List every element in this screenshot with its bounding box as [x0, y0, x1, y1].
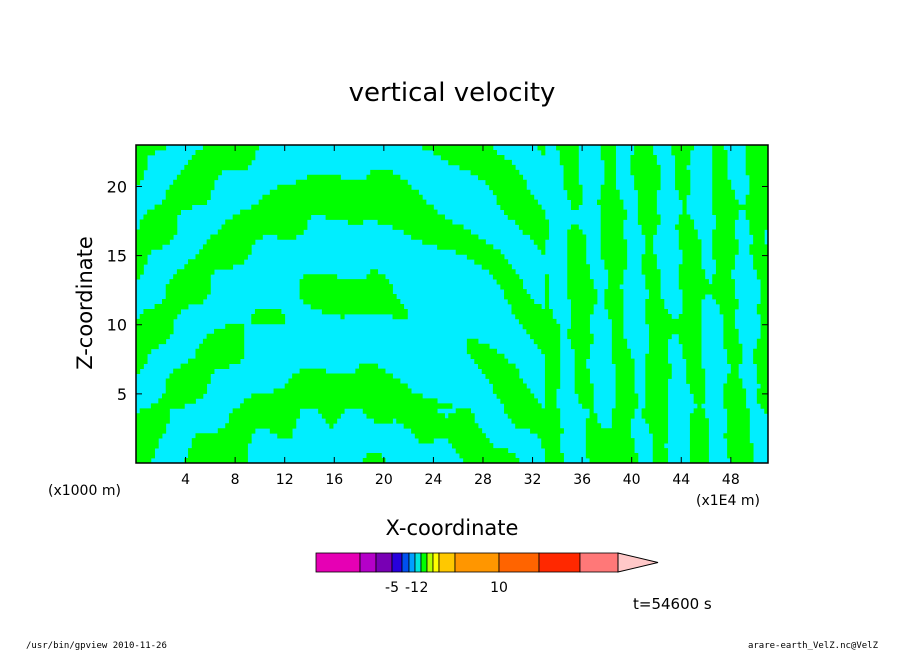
colorbar-cell — [401, 552, 410, 573]
colorbar-tick-label: 2 — [420, 580, 429, 596]
colorbar-cell — [438, 552, 456, 573]
x-tick-label: 28 — [474, 472, 492, 488]
colorbar-cell — [359, 552, 377, 573]
colorbar-cell — [432, 552, 440, 573]
y-tick-label: 20 — [107, 177, 127, 196]
x-tick-label: 16 — [325, 472, 343, 488]
x-unit-right: (x1E4 m) — [696, 493, 760, 509]
colorbar-cell — [408, 552, 416, 573]
colorbar-arrow — [617, 552, 659, 573]
x-axis-label: X-coordinate — [386, 516, 519, 540]
x-unit-left: (x1000 m) — [48, 483, 121, 499]
colorbar-cell — [420, 552, 428, 573]
y-tick-label: 5 — [117, 385, 127, 404]
colorbar — [315, 552, 659, 573]
colorbar-tick-label: -1 — [405, 580, 419, 596]
chart-title: vertical velocity — [349, 78, 556, 108]
x-tick-label: 32 — [524, 472, 542, 488]
x-tick-label: 24 — [424, 472, 442, 488]
colorbar-cell — [414, 552, 422, 573]
footer-file-variable: arare-earth_VelZ.nc@VelZ — [747, 641, 878, 651]
positive-region — [136, 145, 768, 463]
colorbar-cell — [391, 552, 403, 573]
positive-contours — [136, 145, 768, 463]
colorbar-tick-label: 10 — [490, 580, 508, 596]
footer-program-date: /usr/bin/gpview 2010-11-26 — [26, 641, 167, 651]
colorbar-cell — [426, 552, 434, 573]
x-tick-label: 20 — [375, 472, 393, 488]
x-axis: 4 8 12 16 20 24 28 32 36 40 44 48 — [181, 145, 740, 488]
colorbar-cell — [375, 552, 393, 573]
colorbar-cell — [538, 552, 581, 573]
x-tick-label: 48 — [722, 472, 740, 488]
time-label: t=54600 s — [633, 595, 712, 613]
colorbar-cell — [498, 552, 540, 573]
x-tick-label: 4 — [181, 472, 190, 488]
x-tick-label: 40 — [623, 472, 641, 488]
plot-frame — [135, 144, 769, 464]
y-axis-label: Z-coordinate — [73, 236, 97, 370]
contour-plot — [136, 145, 768, 463]
colorbar-cell — [454, 552, 500, 573]
colorbar-labels: -5 -1 2 10 — [385, 580, 508, 596]
y-tick-label: 10 — [107, 316, 127, 335]
x-tick-label: 36 — [573, 472, 591, 488]
colorbar-cell — [315, 552, 361, 573]
x-tick-label: 8 — [231, 472, 240, 488]
y-tick-label: 15 — [107, 247, 127, 266]
x-tick-label: 12 — [276, 472, 294, 488]
y-axis: 5 10 15 20 — [107, 177, 768, 404]
x-tick-label: 44 — [672, 472, 690, 488]
colorbar-cell — [579, 552, 619, 573]
colorbar-tick-label: -5 — [385, 580, 399, 596]
